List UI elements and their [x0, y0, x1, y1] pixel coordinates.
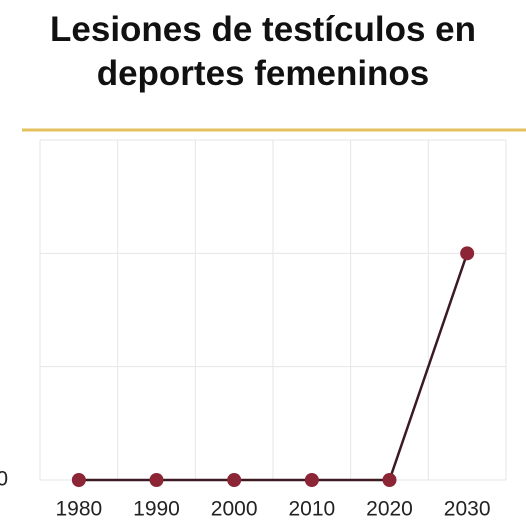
marker	[304, 473, 319, 487]
marker	[227, 473, 242, 487]
marker	[382, 473, 397, 487]
x-tick-label: 2030	[444, 498, 491, 521]
marker	[460, 246, 475, 261]
marker	[71, 473, 86, 487]
y-tick-label: 0	[0, 468, 8, 491]
marker	[149, 473, 164, 487]
x-tick-label: 2000	[211, 498, 258, 521]
x-tick-label: 1980	[55, 498, 102, 521]
x-tick-label: 2010	[288, 498, 335, 521]
line	[78, 252, 469, 482]
x-tick-label: 2020	[366, 498, 413, 521]
x-tick-label: 1990	[133, 498, 180, 521]
chart-title: Lesiones de testículos en deportes femen…	[50, 10, 476, 93]
